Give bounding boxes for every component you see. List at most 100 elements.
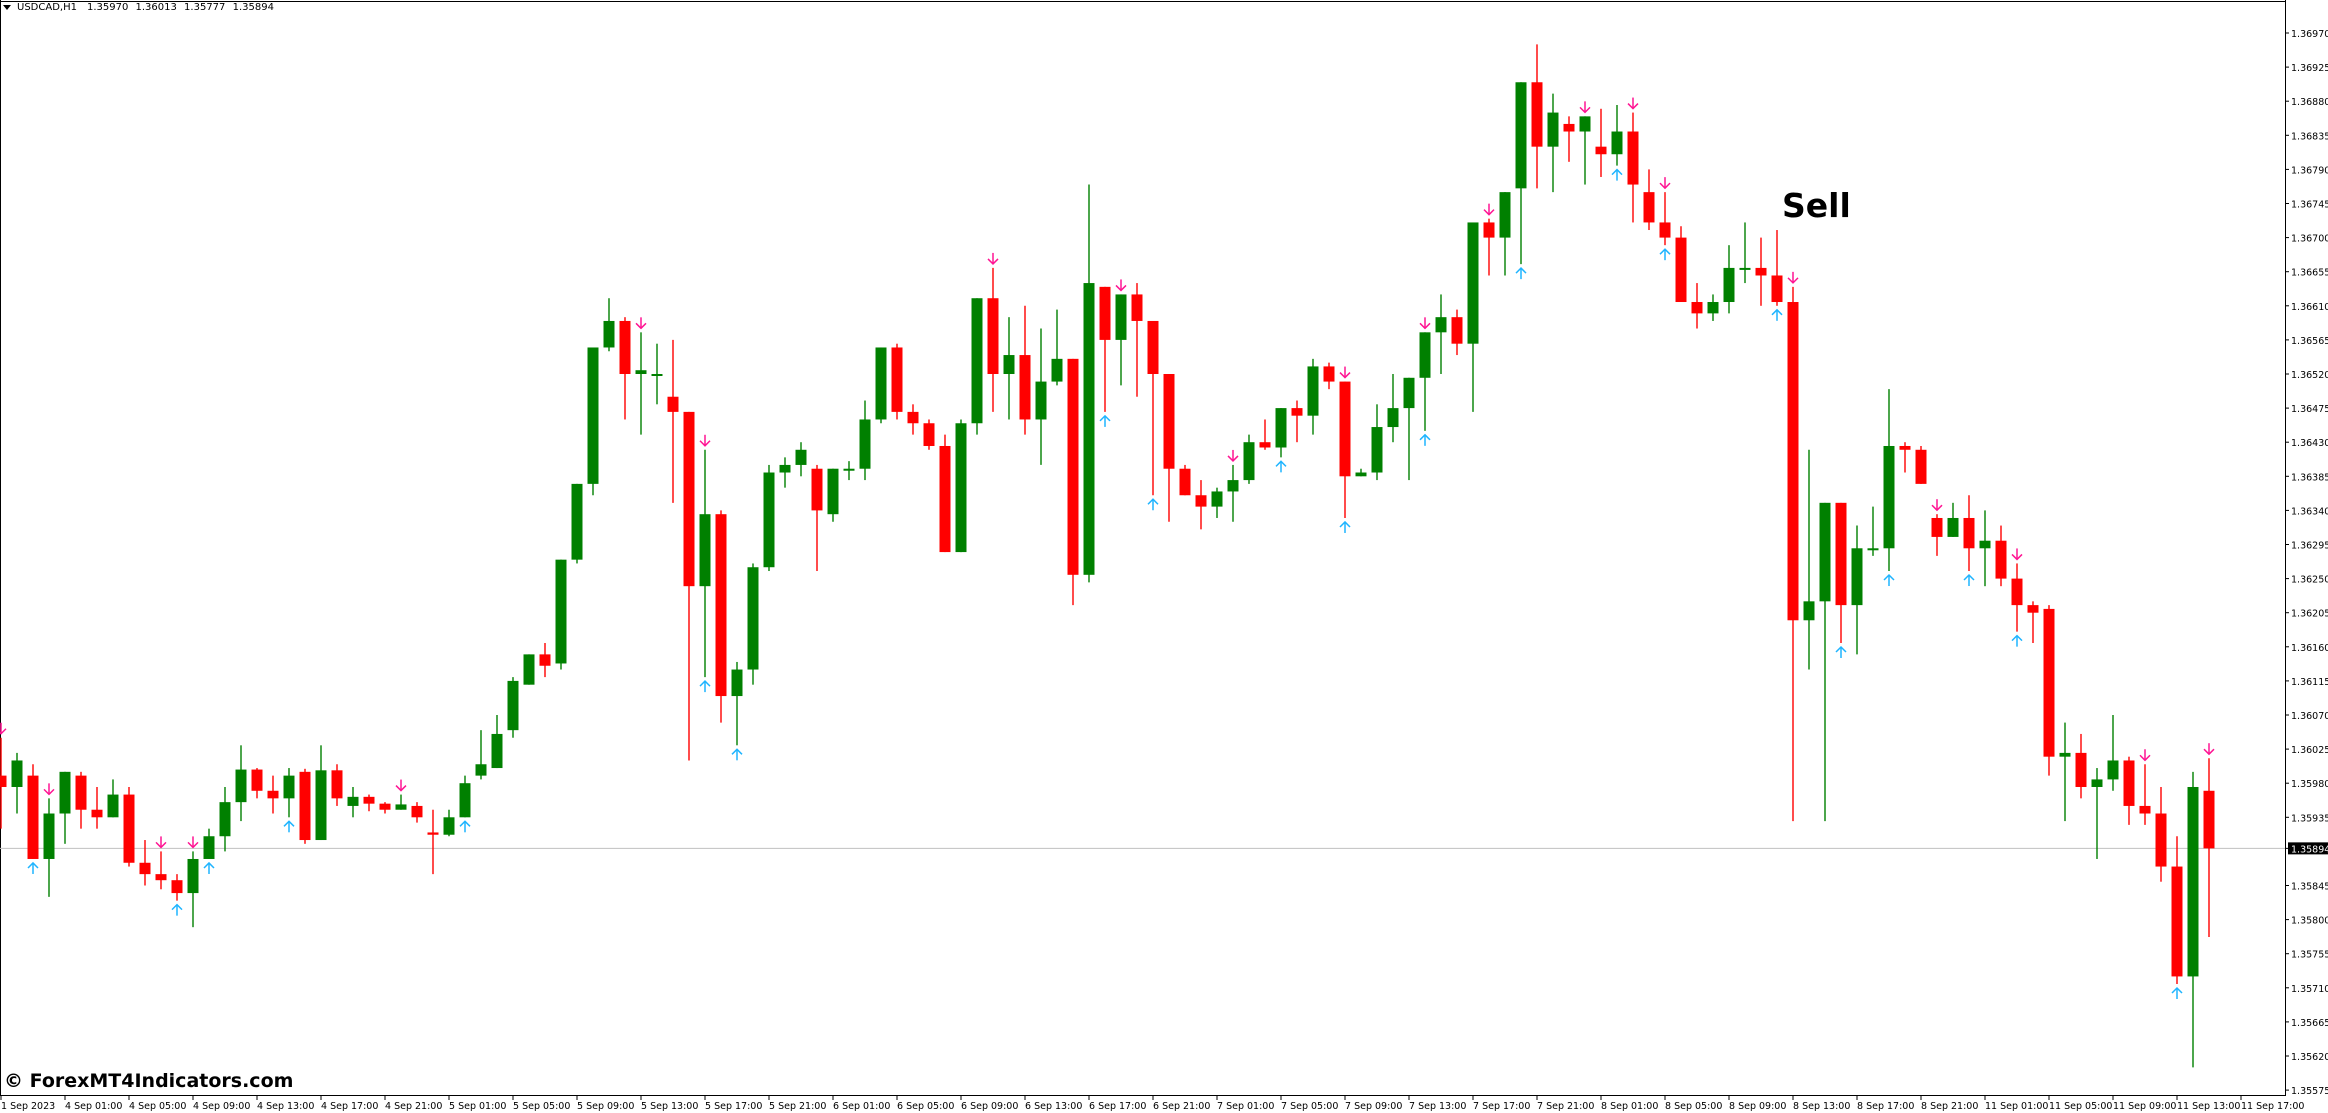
time-tick: 6 Sep 01:00 (832, 1095, 890, 1112)
bull-candle (107, 779, 119, 818)
svg-text:1.36790: 1.36790 (2291, 165, 2328, 176)
svg-text:1.36520: 1.36520 (2291, 370, 2328, 381)
time-tick: 6 Sep 17:00 (1088, 1095, 1146, 1112)
buy-arrow-icon (2011, 634, 2023, 647)
high-value: 1.36013 (135, 2, 177, 13)
svg-text:1.36700: 1.36700 (2291, 234, 2328, 245)
price-tick: 1.36025 (2285, 745, 2328, 756)
svg-text:11 Sep 01:00: 11 Sep 01:00 (1985, 1101, 2048, 1112)
bull-candle (459, 775, 471, 818)
price-tick: 1.36925 (2285, 63, 2328, 74)
bull-candle (2059, 722, 2071, 822)
sell-arrow-icon (2203, 743, 2215, 756)
watermark: © ForexMT4Indicators.com (4, 1070, 294, 1092)
svg-text:6 Sep 01:00: 6 Sep 01:00 (833, 1101, 890, 1112)
buy-arrow-icon (1835, 645, 1847, 659)
bear-candle (155, 851, 167, 890)
bear-candle (1915, 445, 1927, 484)
bear-candle (1787, 286, 1799, 822)
buy-arrow-icon (203, 861, 215, 874)
bear-candle (715, 510, 727, 723)
time-tick: 5 Sep 13:00 (640, 1095, 698, 1112)
bull-candle (1883, 389, 1895, 572)
svg-text:1.36160: 1.36160 (2291, 643, 2328, 654)
sell-arrow-icon (1227, 449, 1239, 462)
bull-candle (635, 332, 647, 435)
bull-candle (283, 768, 295, 818)
bear-candle (2171, 836, 2183, 985)
bear-candle (1291, 400, 1303, 443)
bull-candle (1387, 374, 1399, 443)
sell-arrow-icon (2139, 749, 2151, 762)
bull-candle (219, 786, 231, 852)
svg-text:1.35620: 1.35620 (2291, 1052, 2328, 1063)
svg-text:7 Sep 13:00: 7 Sep 13:00 (1409, 1101, 1466, 1112)
svg-text:4 Sep 01:00: 4 Sep 01:00 (65, 1101, 122, 1112)
bear-candle (1995, 525, 2007, 587)
bear-candle (2139, 764, 2151, 825)
svg-text:11 Sep 09:00: 11 Sep 09:00 (2113, 1101, 2176, 1112)
svg-text:1.36070: 1.36070 (2291, 711, 2328, 722)
bear-candle (1643, 169, 1655, 231)
bull-candle (475, 730, 487, 780)
bull-candle (1243, 434, 1255, 484)
bear-candle (1179, 464, 1191, 496)
sell-arrow-icon (987, 252, 999, 265)
svg-text:4 Sep 09:00: 4 Sep 09:00 (193, 1101, 250, 1112)
bear-candle (539, 643, 551, 678)
bull-candle (779, 457, 791, 488)
bull-candle (603, 298, 615, 352)
bull-candle (587, 347, 599, 496)
bull-candle (1419, 332, 1431, 431)
sell-arrow-icon (395, 779, 407, 792)
svg-text:4 Sep 21:00: 4 Sep 21:00 (385, 1101, 442, 1112)
bull-candle (1307, 358, 1319, 435)
time-tick: 11 Sep 01:00 (1984, 1095, 2048, 1112)
sell-arrow-icon (1115, 279, 1127, 292)
buy-arrow-icon (171, 903, 183, 916)
svg-text:1.36925: 1.36925 (2291, 63, 2328, 74)
price-tick: 1.36790 (2285, 165, 2328, 176)
dropdown-triangle-icon[interactable] (3, 5, 11, 10)
sell-arrow-icon (1339, 366, 1351, 379)
time-tick: 8 Sep 01:00 (1600, 1095, 1658, 1112)
bear-candle (987, 267, 999, 412)
bear-candle (1451, 309, 1463, 356)
price-tick: 1.35575 (2285, 1086, 2328, 1097)
buy-arrow-icon (1275, 460, 1287, 473)
time-tick: 6 Sep 09:00 (960, 1095, 1018, 1112)
bear-candle (1067, 358, 1079, 606)
bear-candle (411, 802, 423, 823)
bear-candle (1131, 283, 1143, 397)
bull-candle (235, 745, 247, 822)
svg-text:6 Sep 21:00: 6 Sep 21:00 (1153, 1101, 1210, 1112)
svg-text:1.35665: 1.35665 (2291, 1018, 2328, 1029)
bull-candle (507, 677, 519, 738)
bull-candle (203, 828, 215, 859)
svg-text:1.36340: 1.36340 (2291, 506, 2328, 517)
low-value: 1.35777 (184, 2, 226, 13)
price-tick: 1.36295 (2285, 541, 2328, 552)
bull-candle (875, 347, 887, 424)
time-tick: 4 Sep 01:00 (64, 1095, 122, 1112)
sell-arrow-icon (1579, 101, 1591, 114)
svg-text:1.35845: 1.35845 (2291, 882, 2328, 893)
bull-candle (1979, 510, 1991, 587)
bear-candle (1771, 230, 1783, 306)
bull-candle (1435, 294, 1447, 374)
sell-arrow-icon (2011, 548, 2023, 561)
buy-arrow-icon (1099, 414, 1111, 427)
svg-text:11 Sep 13:00: 11 Sep 13:00 (2177, 1101, 2240, 1112)
time-tick: 8 Sep 05:00 (1664, 1095, 1722, 1112)
price-tick: 1.36835 (2285, 131, 2328, 142)
bull-candle (827, 468, 839, 522)
bull-candle (11, 752, 23, 814)
svg-text:1.36025: 1.36025 (2291, 745, 2328, 756)
bear-candle (427, 809, 439, 875)
price-tick: 1.36070 (2285, 711, 2328, 722)
bull-candle (1707, 294, 1719, 321)
sell-arrow-icon (1419, 317, 1431, 330)
bear-candle (379, 802, 391, 814)
